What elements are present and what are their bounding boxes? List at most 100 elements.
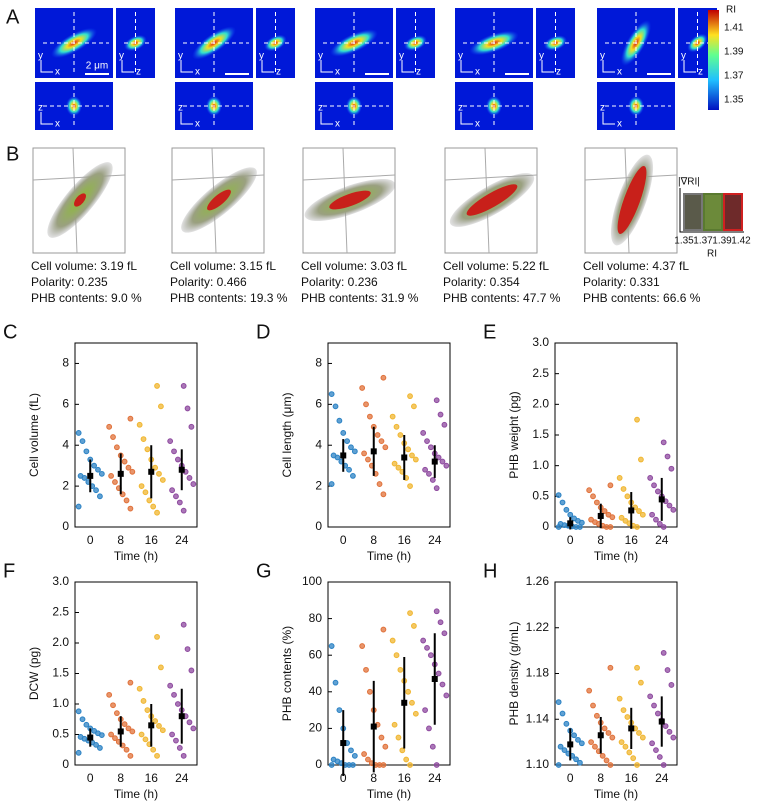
data-point [405,688,412,695]
cell-caption: Cell volume: 3.15 fL [170,259,276,273]
data-point [167,682,174,689]
data-point [624,493,631,500]
plot-frame [74,581,198,766]
data-point [180,621,187,628]
x-tick-label: 8 [370,533,377,547]
data-point [123,746,130,753]
data-point [110,702,116,709]
axis-glyph [180,112,193,125]
data-point [79,716,86,723]
data-point [108,731,114,738]
mean-marker [87,734,94,741]
data-point [351,448,358,455]
y-tick-label: 0 [62,757,69,771]
data-point [439,458,446,465]
data-point [188,423,195,430]
data-point [656,521,663,527]
legend-tick: 1.35 [674,236,694,247]
axis-glyph [460,60,473,73]
x-tick-label: 0 [87,533,94,547]
data-point [660,439,667,446]
data-point [389,413,396,420]
data-point [651,702,657,709]
data-point [426,470,432,477]
data-point [441,421,448,428]
axis-letter: y [318,51,323,62]
data-point [113,444,120,451]
axis-letter: x [335,119,340,130]
axis-letter: x [617,119,622,130]
data-point [110,434,116,440]
axis-letter: z [458,103,463,114]
x-axis-label: Time (h) [367,549,411,563]
data-point [435,670,442,677]
data-point [571,515,578,522]
mean-marker [178,466,185,473]
x-tick-label: 8 [597,533,604,547]
mean-marker [340,740,347,747]
data-point [365,756,371,763]
data-point [634,416,640,423]
mean-marker [628,725,635,732]
data-point [393,423,400,430]
data-point [439,681,446,688]
data-point [146,497,153,504]
data-point [654,488,661,495]
cell-caption: Polarity: 0.466 [170,275,247,289]
y-tick-label: 0.5 [532,489,549,503]
legend-swatch [683,193,703,231]
cell-caption: PHB contents: 19.3 % [170,291,288,305]
y-tick-label: 1.0 [52,696,69,710]
x-tick-label: 16 [145,533,159,547]
data-point [607,482,614,489]
data-point [653,516,659,523]
y-tick-label: 2 [62,478,69,492]
x-tick-label: 0 [340,771,347,785]
legend-axis-title: RI [707,249,717,260]
x-tick-label: 24 [175,771,189,785]
data-point [123,497,130,504]
data-point [97,493,103,500]
cell-caption: Polarity: 0.331 [583,275,660,289]
data-point [636,508,642,514]
data-point [190,725,197,732]
data-point [332,679,339,686]
data-point [586,687,593,694]
data-point [159,477,166,483]
data-point [634,762,640,768]
data-point [136,685,143,692]
mean-marker [370,723,377,730]
phb-granule [329,190,371,210]
x-tick-label: 8 [117,533,124,547]
y-tick-label: 2.0 [52,635,69,649]
data-point [366,413,373,420]
axis-letter: y [399,51,404,62]
axis-letter: y [458,51,463,62]
data-point [144,446,151,453]
axis-glyph [180,60,193,73]
mean-marker [117,470,124,477]
data-point [328,643,335,649]
panel-label: G [256,560,272,582]
x-tick-label: 16 [625,533,639,547]
axis-letter: y [178,51,183,62]
y-axis-label: PHB density (g/mL) [507,621,521,725]
data-point [142,489,149,496]
data-point [555,699,562,705]
mean-marker [597,512,604,519]
mean-marker [431,458,438,465]
axis-letter: x [617,67,622,78]
y-axis-label: Cell volume (fL) [27,393,41,477]
phb-granule [617,166,647,234]
panel-label: A [6,6,20,28]
data-point [664,453,671,460]
mean-marker [628,507,635,514]
x-tick-label: 16 [398,533,412,547]
data-point [397,432,404,438]
y-tick-label: 60 [309,647,323,661]
mean-marker [370,448,377,455]
data-point [106,423,113,430]
axis-letter: y [681,51,686,62]
data-point [616,695,623,702]
